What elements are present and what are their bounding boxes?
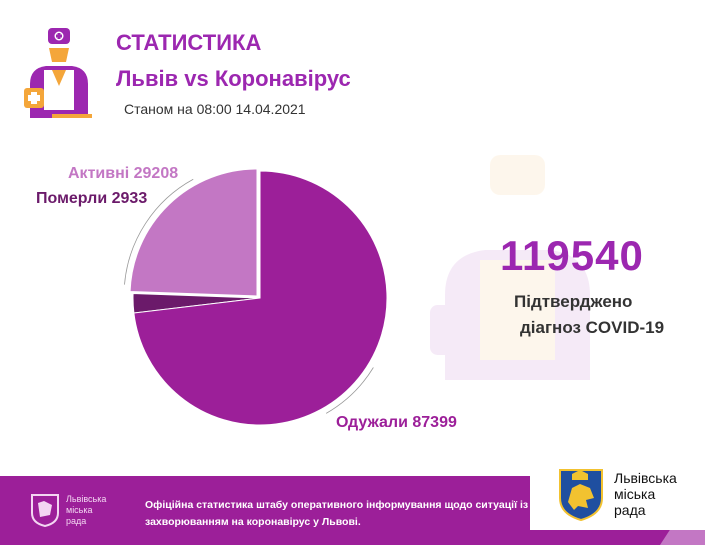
footer-logo-line1: Львівська <box>66 494 107 504</box>
logo-line3: рада <box>614 502 646 518</box>
doctor-watermark-icon <box>430 155 590 380</box>
page-title: СТАТИСТИКА <box>116 30 262 55</box>
footer-logo-line3: рада <box>66 516 87 526</box>
footer-logo-text: Львівська міська рада <box>66 494 126 527</box>
pie-slice-active <box>129 168 258 297</box>
lviv-coat-of-arms-icon <box>559 469 603 522</box>
slice-label-died: Померли 2933 <box>36 190 148 207</box>
city-council-logo-small-icon <box>31 494 59 527</box>
slice-label-active: Активні 29208 <box>68 165 179 182</box>
date-label: Станом на 08:00 14.04.2021 <box>124 101 306 117</box>
logo-line1: Львівська <box>614 470 677 486</box>
page-subtitle: Львів vs Коронавірус <box>116 66 351 91</box>
pie-slice-recovered <box>133 170 388 426</box>
footer-logo-line2: міська <box>66 505 93 515</box>
total-caption-line2: діагноз COVID-19 <box>520 318 665 337</box>
city-council-logo-text: Львівська міська рада <box>614 470 677 518</box>
slice-outline-active <box>124 178 194 285</box>
total-caption-line1: Підтверджено <box>514 292 633 311</box>
pie-chart <box>124 168 388 426</box>
slice-outline-recovered <box>325 367 374 414</box>
slice-label-recovered: Одужали 87399 <box>336 414 457 431</box>
logo-line2: міська <box>614 486 656 502</box>
footer-text: Офіційна статистика штабу оперативного і… <box>145 499 529 528</box>
total-count: 119540 <box>500 232 644 279</box>
doctor-icon <box>24 28 92 118</box>
